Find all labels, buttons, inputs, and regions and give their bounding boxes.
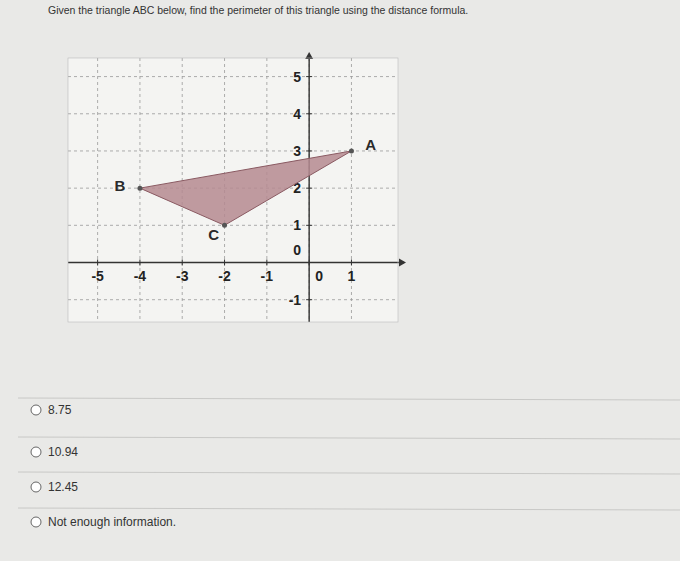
y-tick [306,188,312,189]
x-axis [68,262,404,263]
radio[interactable] [31,482,41,492]
separator [18,437,680,439]
radio[interactable] [31,447,41,457]
grid-line [68,113,398,114]
page: Given the triangle ABC below, find the p… [0,0,680,561]
question: Given the triangle ABC below, find the p… [48,4,468,16]
separator [18,508,680,510]
y-tick-label: 3 [293,143,301,159]
option-text[interactable]: Not enough information. [48,515,176,529]
x-tick-label: -2 [218,268,231,284]
y-tick-label: 4 [293,106,301,122]
separator [18,472,680,474]
x-tick [224,260,225,266]
vertex-label: A [365,136,376,153]
vertex [349,148,354,153]
y-tick [306,299,312,300]
x-tick-label: -4 [134,268,147,284]
option-text[interactable]: 10.94 [48,445,78,459]
plot-frame [68,58,398,322]
y-tick [306,225,312,226]
vertex [137,186,142,191]
grid-line [68,299,398,300]
separator [18,398,680,400]
x-tick [97,260,98,266]
x-tick-label: 1 [348,268,356,284]
plot-background [68,58,398,322]
triangle [140,151,352,225]
y-tick-label: -1 [289,292,302,308]
y-tick-label: 5 [293,69,301,85]
x-tick-label: -5 [91,268,104,284]
grid-line [68,225,398,226]
radio[interactable] [31,517,41,527]
radio[interactable] [31,405,41,415]
y-tick [306,113,312,114]
x-tick [266,260,267,266]
canvas: Given the triangle ABC below, find the p… [0,0,680,561]
vertex-label: C [208,226,219,243]
marks [137,148,354,227]
y-tick-label: 1 [293,217,301,233]
grid-line [68,76,398,77]
x-tick [182,260,183,266]
vertex [222,223,227,228]
y-tick [306,76,312,77]
vertex-label: B [115,177,126,194]
y-tick [306,262,312,263]
y-tick-label: 0 [293,242,301,258]
x-arrow [399,259,406,267]
x-tick [351,260,352,266]
x-tick [139,260,140,266]
x-tick-label: 0 [315,268,323,284]
x-tick-label: -1 [261,268,274,284]
option-text[interactable]: 12.45 [48,480,78,494]
x-tick-label: -3 [176,268,189,284]
option-text[interactable]: 8.75 [48,403,72,417]
y-tick [306,150,312,151]
